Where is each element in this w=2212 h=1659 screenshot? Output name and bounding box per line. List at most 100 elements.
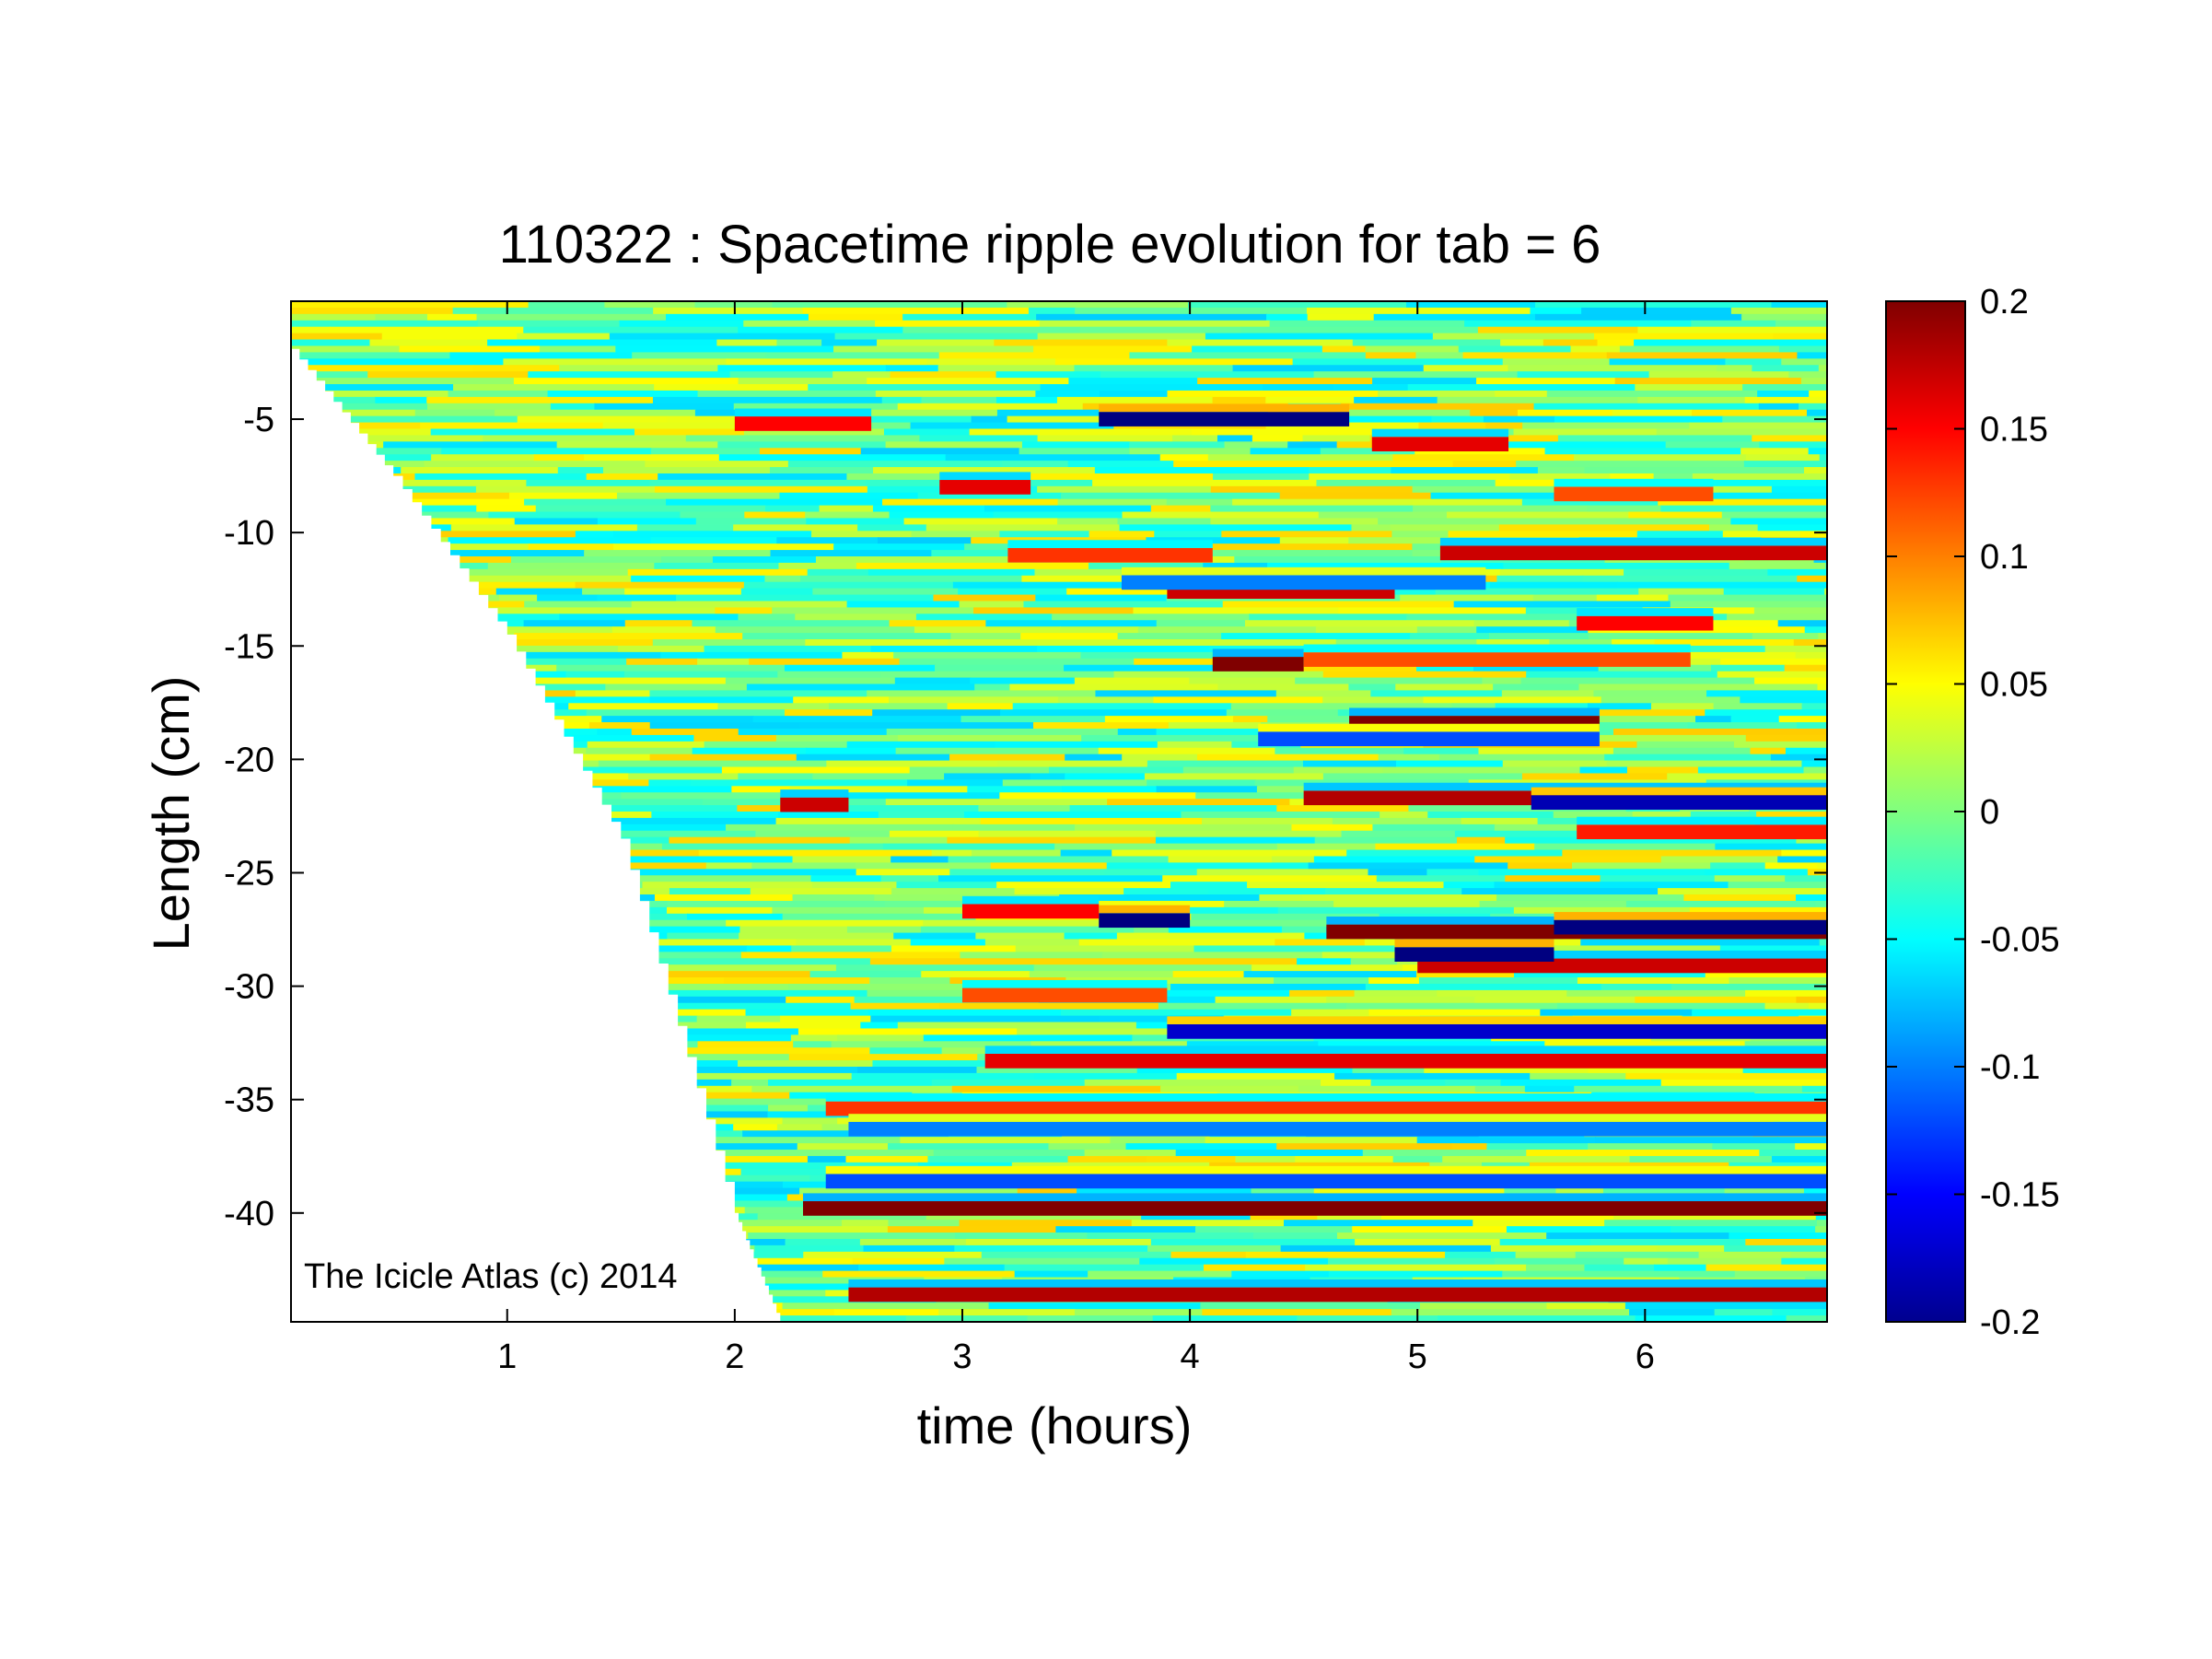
heatmap-cell [1301, 894, 1498, 902]
heatmap-cell [886, 728, 1119, 736]
heatmap-cell [1521, 773, 1669, 780]
heatmap-cell [1473, 664, 1600, 672]
heatmap-cell [1391, 531, 1449, 538]
heatmap-cell [651, 812, 780, 819]
heatmap-cell [1172, 971, 1245, 978]
heatmap-cell [602, 467, 772, 474]
heatmap-cell [790, 1034, 839, 1042]
heatmap-cell [1793, 639, 1827, 647]
heatmap-cell [1384, 461, 1454, 468]
heatmap-cell [448, 390, 549, 398]
heatmap-cell [740, 952, 961, 959]
heatmap-cell [513, 378, 739, 385]
heatmap-cell [634, 428, 745, 437]
heatmap-cell [1054, 843, 1278, 851]
heatmap-cell [775, 734, 900, 742]
heatmap-cell [585, 817, 777, 825]
heatmap-cell [1601, 983, 1673, 991]
heatmap-cell [1733, 741, 1827, 749]
heatmap-cell [1634, 339, 1827, 347]
heatmap-cell [1119, 524, 1353, 532]
ripple-band [780, 797, 849, 812]
heatmap-cell [763, 677, 896, 685]
heatmap-cell [738, 728, 888, 736]
heatmap-cell [898, 734, 1083, 742]
heatmap-cell [1772, 1309, 1827, 1316]
heatmap-cell [1112, 849, 1348, 858]
heatmap-cell [1099, 1015, 1225, 1023]
heatmap-cell [1318, 511, 1448, 520]
heatmap-cell [1588, 1067, 1744, 1074]
heatmap-cell [291, 301, 530, 309]
heatmap-cell [1637, 326, 1827, 334]
heatmap-cell [291, 415, 518, 424]
heatmap-cell [1333, 384, 1409, 391]
heatmap-cell [715, 626, 915, 634]
heatmap-cell [1146, 537, 1281, 544]
heatmap-cell [1709, 524, 1759, 532]
heatmap-cell [1461, 817, 1539, 825]
heatmap-cell [1277, 906, 1515, 915]
heatmap-cell [526, 479, 651, 487]
heatmap-cell [903, 518, 1059, 525]
heatmap-cell [1406, 301, 1537, 309]
heatmap-cell [948, 856, 1170, 863]
heatmap-cell [715, 607, 774, 614]
ripple-band-halo [1258, 723, 1600, 732]
heatmap-cell [1334, 1072, 1531, 1081]
heatmap-cell [931, 849, 972, 858]
heatmap-cell [624, 588, 742, 596]
heatmap-cell [1147, 760, 1304, 768]
heatmap-cell [797, 1028, 1019, 1035]
heatmap-cell [1084, 1150, 1177, 1157]
heatmap-cell [1725, 358, 1783, 366]
heatmap-cell [1274, 977, 1370, 985]
heatmap-cell [860, 448, 1020, 455]
heatmap-cell [597, 594, 678, 602]
heatmap-cell [414, 473, 588, 481]
heatmap-cell [999, 531, 1090, 538]
heatmap-cell [723, 977, 871, 985]
colorbar-tick-label: 0.1 [1980, 538, 2029, 577]
heatmap-cell [648, 779, 692, 787]
ripple-band [1531, 795, 1827, 811]
heatmap-cell [803, 1251, 983, 1259]
heatmap-cell [439, 511, 490, 520]
heatmap-cell [931, 550, 1059, 557]
heatmap-cell [1298, 1085, 1476, 1093]
heatmap-cell [1818, 633, 1827, 640]
heatmap-cell [1498, 524, 1711, 532]
heatmap-cell [1123, 888, 1210, 895]
heatmap-cell [776, 537, 879, 544]
heatmap-cell [1797, 722, 1827, 730]
heatmap-cell [649, 479, 867, 487]
heatmap-cell [291, 358, 505, 366]
heatmap-cell [812, 882, 898, 889]
heatmap-cell [1529, 1162, 1730, 1170]
heatmap-cell [609, 333, 836, 341]
heatmap-cell [1034, 1072, 1178, 1081]
heatmap-cell [867, 378, 1070, 385]
ripple-band [1007, 547, 1213, 563]
heatmap-cell [900, 1137, 1112, 1144]
heatmap-cell [1799, 403, 1827, 411]
heatmap-cell [1577, 977, 1730, 985]
heatmap-cell [1442, 1155, 1631, 1163]
ripple-band-halo [984, 1046, 1827, 1054]
heatmap-cell [1808, 1002, 1827, 1011]
heatmap-cell [439, 626, 613, 634]
heatmap-cell [528, 543, 615, 551]
heatmap-cell [1281, 926, 1327, 934]
heatmap-cell [1720, 658, 1827, 666]
heatmap-cell [712, 556, 817, 564]
heatmap-cell [1079, 326, 1242, 334]
heatmap-cell [617, 983, 790, 991]
heatmap-cell [1691, 320, 1777, 328]
heatmap-cell [891, 888, 1016, 895]
heatmap-cell [1714, 1309, 1774, 1316]
heatmap-cell [878, 812, 965, 819]
heatmap-cell [975, 932, 1065, 940]
heatmap-cell [1445, 1079, 1502, 1087]
heatmap-cell [291, 352, 451, 359]
heatmap-cell [1212, 396, 1267, 404]
